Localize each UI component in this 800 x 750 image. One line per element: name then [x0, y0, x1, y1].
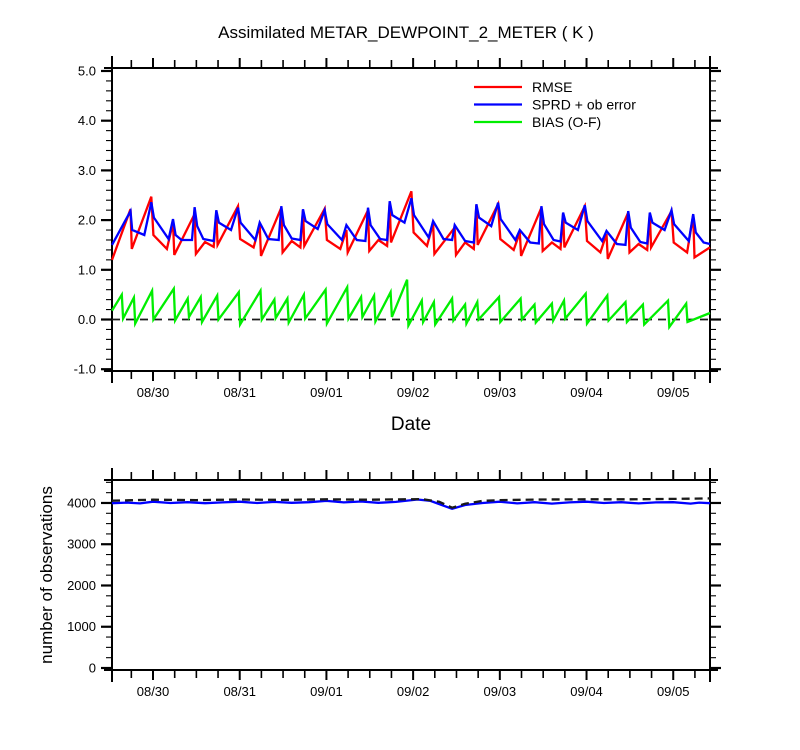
chart-title: Assimilated METAR_DEWPOINT_2_METER ( K )	[218, 23, 594, 42]
y-axis-title-observations: number of observations	[37, 486, 56, 664]
y-tick-label: 4.0	[78, 113, 96, 128]
legend-label: BIAS (O-F)	[532, 114, 601, 130]
x-tick-label: 09/04	[570, 684, 603, 699]
y-tick-label: 2000	[67, 578, 96, 593]
x-tick-label: 08/30	[137, 684, 170, 699]
x-tick-label: 09/05	[657, 684, 690, 699]
x-tick-label: 09/02	[397, 684, 430, 699]
x-tick-label: 09/02	[397, 385, 430, 400]
y-tick-label: 0	[89, 660, 96, 675]
x-tick-label: 09/01	[310, 385, 343, 400]
series-bias-o-f-	[111, 279, 711, 331]
y-tick-label: 5.0	[78, 63, 96, 78]
y-tick-label: -1.0	[74, 362, 96, 377]
x-tick-label: 09/03	[484, 684, 517, 699]
x-tick-label: 09/01	[310, 684, 343, 699]
y-tick-label: 4000	[67, 495, 96, 510]
x-tick-label: 09/03	[484, 385, 517, 400]
x-tick-label: 08/31	[223, 385, 256, 400]
x-tick-label: 09/05	[657, 385, 690, 400]
y-tick-label: 3.0	[78, 163, 96, 178]
series-observations-total	[111, 497, 711, 509]
y-tick-label: 1000	[67, 619, 96, 634]
series-sprd-ob-error	[110, 197, 711, 247]
x-axis-title: Date	[391, 414, 431, 435]
series-rmse	[110, 190, 711, 261]
y-tick-label: 0.0	[78, 312, 96, 327]
legend-label: RMSE	[532, 79, 572, 95]
y-tick-label: 1.0	[78, 262, 96, 277]
y-tick-label: 3000	[67, 537, 96, 552]
x-tick-label: 09/04	[570, 385, 603, 400]
x-tick-label: 08/30	[137, 385, 170, 400]
x-tick-label: 08/31	[223, 684, 256, 699]
y-tick-label: 2.0	[78, 213, 96, 228]
series-observations-assimilated	[111, 498, 711, 511]
legend-label: SPRD + ob error	[532, 97, 636, 113]
